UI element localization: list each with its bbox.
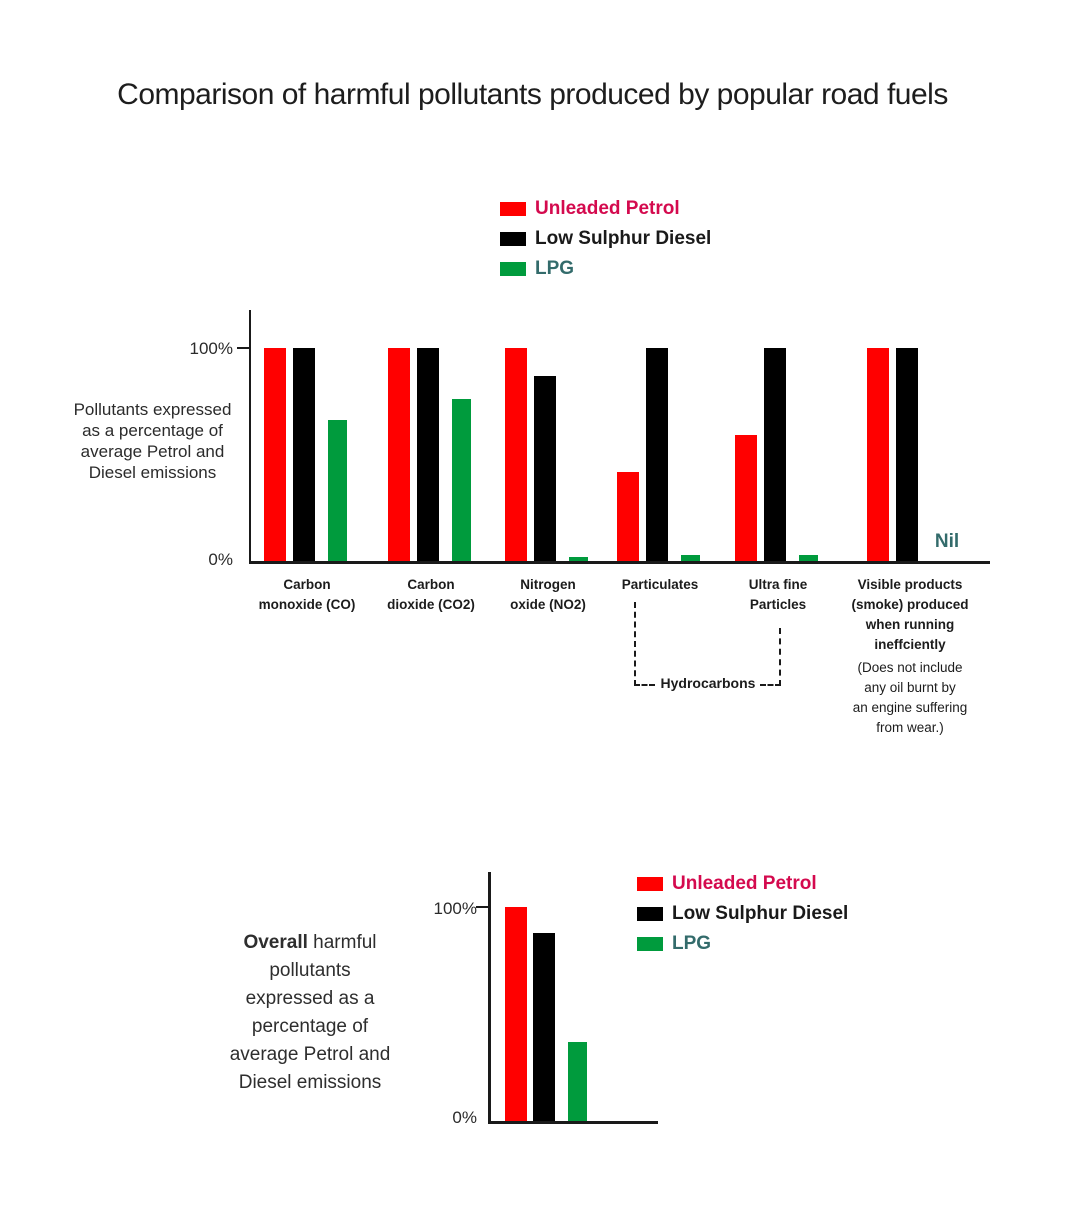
- bottom-caption-rest: harmful pollutants expressed as a percen…: [229, 932, 391, 1093]
- bottom-caption-bold-word: Overall: [243, 932, 308, 953]
- legend-swatch-lpg: [637, 937, 663, 951]
- bar-low-sulphur-diesel-particulates: [646, 348, 668, 561]
- bar-lpg-carbon: [452, 399, 471, 561]
- hydrocarbons-bracket-right-line: [779, 628, 781, 686]
- legend-top: Unleaded Petrol Low Sulphur Diesel LPG: [500, 198, 711, 288]
- hydrocarbons-bracket-left-line: [634, 602, 636, 686]
- bar-low-sulphur-diesel-overall: [533, 932, 555, 1121]
- hydrocarbons-label: Hydrocarbons: [660, 675, 756, 691]
- category-note: (Does not include any oil burnt by an en…: [852, 660, 968, 735]
- legend-item-unleaded-petrol: Unleaded Petrol: [500, 198, 711, 220]
- bar-unleaded-petrol-visible-products: [867, 348, 889, 561]
- top-chart-ytick-100: 100%: [189, 339, 233, 358]
- bar-low-sulphur-diesel-carbon: [417, 348, 439, 561]
- legend-label-unleaded-petrol: Unleaded Petrol: [672, 873, 817, 894]
- legend-label-lpg: LPG: [535, 258, 575, 279]
- legend-item-lpg: LPG: [637, 933, 848, 955]
- top-chart-y-axis-caption: Pollutants expressed as a percentage of …: [73, 400, 232, 482]
- bottom-chart-ytick-100: 100%: [433, 899, 477, 918]
- top-chart-x-axis-line: [249, 561, 990, 564]
- legend-label-lpg: LPG: [672, 933, 712, 954]
- x-tick-label-carbon: Carbon monoxide (CO): [258, 577, 356, 612]
- bar-lpg-overall: [568, 1041, 587, 1121]
- bottom-chart-ytick-100-mark: [476, 906, 489, 908]
- legend-swatch-low-sulphur-diesel: [637, 907, 663, 921]
- top-chart-ytick-0: 0%: [208, 550, 233, 569]
- nil-annotation: Nil: [934, 531, 960, 552]
- bar-unleaded-petrol-nitrogen: [505, 348, 527, 561]
- page-title: Comparison of harmful pollutants produce…: [117, 78, 948, 111]
- legend-label-low-sulphur-diesel: Low Sulphur Diesel: [535, 228, 712, 249]
- legend-swatch-unleaded-petrol: [500, 202, 526, 216]
- bar-lpg-particulates: [681, 554, 700, 561]
- bar-lpg-ultra-fine: [799, 554, 818, 561]
- legend-item-lpg: LPG: [500, 258, 711, 280]
- bar-unleaded-petrol-particulates: [617, 471, 639, 561]
- bottom-chart-y-axis-line: [488, 872, 491, 1123]
- legend-swatch-low-sulphur-diesel: [500, 232, 526, 246]
- legend-item-low-sulphur-diesel: Low Sulphur Diesel: [500, 228, 711, 250]
- legend-swatch-unleaded-petrol: [637, 877, 663, 891]
- legend-label-low-sulphur-diesel: Low Sulphur Diesel: [672, 903, 849, 924]
- hydrocarbons-bracket-left-dash: [634, 684, 655, 686]
- x-tick-label-particulates: Particulates: [621, 577, 699, 592]
- bar-unleaded-petrol-ultra-fine: [735, 435, 757, 561]
- bottom-chart-ytick-0: 0%: [452, 1108, 477, 1127]
- bar-unleaded-petrol-carbon: [388, 348, 410, 561]
- x-tick-label-visible-products: Visible products (smoke) produced when r…: [835, 575, 985, 738]
- legend-bottom: Unleaded Petrol Low Sulphur Diesel LPG: [637, 873, 848, 963]
- bottom-chart-y-axis-caption: Overall harmful pollutants expressed as …: [200, 929, 420, 1097]
- bar-lpg-carbon: [328, 420, 347, 561]
- legend-item-low-sulphur-diesel: Low Sulphur Diesel: [637, 903, 848, 925]
- x-tick-label-ultra-fine: Ultra fine Particles: [748, 577, 808, 612]
- bar-low-sulphur-diesel-ultra-fine: [764, 348, 786, 561]
- bar-low-sulphur-diesel-visible-products: [896, 348, 918, 561]
- hydrocarbons-bracket-right-dash: [760, 684, 781, 686]
- bar-unleaded-petrol-carbon: [264, 348, 286, 561]
- legend-label-unleaded-petrol: Unleaded Petrol: [535, 198, 680, 219]
- bar-unleaded-petrol-overall: [505, 907, 527, 1121]
- bottom-chart-x-axis-line: [488, 1121, 658, 1124]
- bar-low-sulphur-diesel-nitrogen: [534, 375, 556, 561]
- bar-low-sulphur-diesel-carbon: [293, 348, 315, 561]
- x-tick-label-nitrogen: Nitrogen oxide (NO2): [510, 577, 586, 612]
- bar-lpg-nitrogen: [569, 556, 588, 561]
- legend-swatch-lpg: [500, 262, 526, 276]
- legend-item-unleaded-petrol: Unleaded Petrol: [637, 873, 848, 895]
- x-tick-label-carbon: Carbon dioxide (CO2): [387, 577, 475, 612]
- top-chart-ytick-100-mark: [237, 347, 250, 349]
- top-chart-y-axis-line: [249, 310, 251, 563]
